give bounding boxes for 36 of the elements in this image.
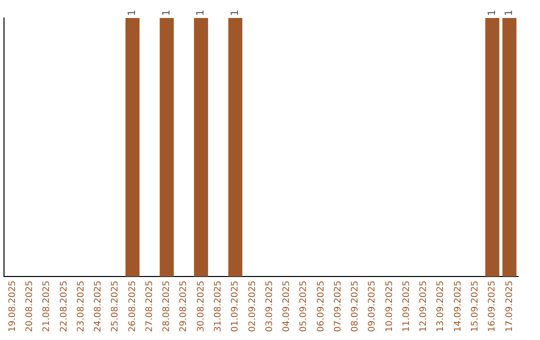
x-tick-label: 17.09.2025 xyxy=(504,280,515,332)
data-label: 1 xyxy=(196,10,207,16)
x-tick-label: 06.09.2025 xyxy=(316,280,326,332)
x-tick-label: 07.09.2025 xyxy=(333,280,344,332)
x-tick-label: 05.09.2025 xyxy=(299,280,310,332)
x-tick-label: 31.08.2025 xyxy=(214,280,224,332)
x-tick-label: 22.08.2025 xyxy=(59,280,70,332)
data-label: 1 xyxy=(127,10,138,16)
x-tick-label: 12.09.2025 xyxy=(419,280,430,332)
x-tick-label: 09.09.2025 xyxy=(368,280,378,332)
data-label: 1 xyxy=(504,10,516,16)
data-label: 1 xyxy=(230,10,241,16)
x-tick-label: 20.08.2025 xyxy=(25,280,36,332)
x-tick-label: 26.08.2025 xyxy=(128,280,138,332)
x-tick-label: 15.09.2025 xyxy=(470,280,481,332)
x-tick-label: 16.09.2025 xyxy=(488,280,498,332)
x-tick-label: 02.09.2025 xyxy=(248,280,258,332)
x-tick-label: 03.09.2025 xyxy=(264,280,275,332)
x-tick-label: 11.09.2025 xyxy=(402,280,412,332)
data-label: 1 xyxy=(486,10,498,16)
x-tick-label: 25.08.2025 xyxy=(110,280,121,332)
x-tick-label: 21.08.2025 xyxy=(42,280,52,332)
x-tick-label: 27.08.2025 xyxy=(144,280,155,332)
x-tick-label: 13.09.2025 xyxy=(436,280,446,332)
x-tick-label: 19.08.2025 xyxy=(8,280,18,332)
x-tick-label: 10.09.2025 xyxy=(384,280,395,332)
x-tick-label: 30.08.2025 xyxy=(196,280,206,332)
x-tick-label: 29.08.2025 xyxy=(179,280,190,332)
x-tick-label: 24.08.2025 xyxy=(94,280,104,332)
data-label: 1 xyxy=(161,10,172,16)
x-tick-label: 08.09.2025 xyxy=(350,280,361,332)
x-tick-label: 23.08.2025 xyxy=(76,280,86,332)
x-tick-label: 04.09.2025 xyxy=(282,280,292,332)
x-tick-label: 28.08.2025 xyxy=(162,280,172,332)
x-tick-label: 01.09.2025 xyxy=(230,280,241,332)
x-tick-label: 14.09.2025 xyxy=(453,280,464,332)
